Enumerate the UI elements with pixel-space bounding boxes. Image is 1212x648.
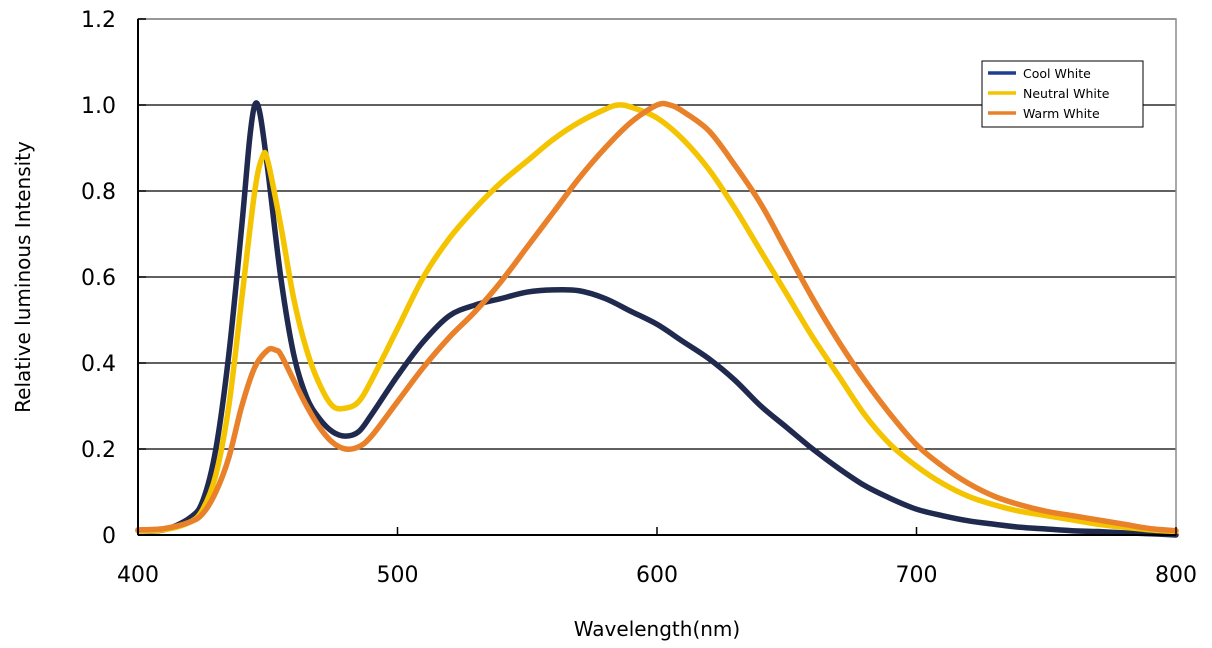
series-line-cool-white [138, 103, 1176, 535]
series-line-neutral-white [138, 105, 1176, 532]
y-axis-title: Relative luminous Intensity [11, 141, 35, 413]
x-tick-label-1: 500 [377, 563, 419, 588]
x-tick-label-2: 600 [636, 563, 678, 588]
legend: Cool White Neutral White Warm White [982, 61, 1143, 127]
x-tick-label-3: 700 [896, 563, 938, 588]
y-tick-label-2: 0.4 [81, 352, 116, 377]
legend-label-cool-white: Cool White [1023, 66, 1091, 81]
series-line-warm-white [138, 103, 1176, 530]
y-tick-label-3: 0.6 [81, 266, 116, 291]
x-axis-title: Wavelength(nm) [574, 617, 740, 641]
legend-label-neutral-white: Neutral White [1023, 86, 1110, 101]
series-lines [138, 103, 1176, 535]
x-tick-label-0: 400 [117, 563, 159, 588]
y-tick-label-6: 1.2 [81, 8, 116, 33]
y-tick-label-4: 0.8 [81, 180, 116, 205]
y-tick-label-5: 1.0 [81, 94, 116, 119]
x-tick-label-4: 800 [1155, 563, 1197, 588]
y-tick-label-1: 0.2 [81, 438, 116, 463]
legend-label-warm-white: Warm White [1023, 106, 1100, 121]
y-tick-label-0: 0 [102, 524, 116, 549]
